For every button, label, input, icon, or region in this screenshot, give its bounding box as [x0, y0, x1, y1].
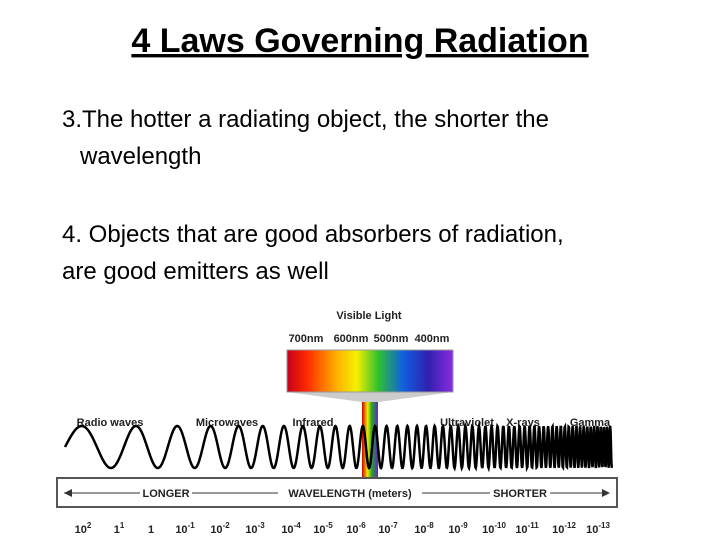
arrowhead	[64, 489, 72, 497]
point-text: 3.The hotter a radiating object, the sho…	[62, 106, 549, 133]
scale-label: 10-3	[245, 521, 265, 536]
scale-label: 10-1	[175, 521, 195, 536]
scale-exponent: -6	[359, 521, 367, 530]
scale-exponent: -7	[391, 521, 399, 530]
band-label: Radio waves	[77, 417, 144, 429]
scale-base: 10	[482, 524, 494, 536]
point-text: 4. Objects that are good absorbers of ra…	[62, 221, 564, 248]
scale-label: 10-12	[552, 521, 576, 536]
scale-exponent: -13	[598, 521, 610, 530]
scale-base: 10	[281, 524, 293, 536]
axis-center: WAVELENGTH (meters)	[288, 488, 412, 500]
axis-right: SHORTER	[493, 488, 547, 500]
scale-label: 10-10	[482, 521, 506, 536]
visible-tick: 700nm	[289, 333, 324, 345]
scale-base: 10	[313, 524, 325, 536]
scale-exponent: -2	[223, 521, 231, 530]
band-label: Infrared	[293, 417, 334, 429]
scale-base: 10	[586, 524, 598, 536]
scale-label: 10-9	[448, 521, 468, 536]
scale-exponent: -9	[461, 521, 469, 530]
visible-tick: 600nm	[334, 333, 369, 345]
scale-base: 10	[175, 524, 187, 536]
scale-base: 10	[245, 524, 257, 536]
point-text: wavelength	[79, 143, 201, 170]
scale-base: 10	[346, 524, 358, 536]
point-text: are good emitters as well	[62, 258, 329, 285]
scale-exponent: -3	[258, 521, 266, 530]
visible-spectrum	[286, 349, 454, 393]
scale-exponent: -5	[326, 521, 334, 530]
beam-funnel	[287, 392, 453, 402]
scale-exponent: -10	[494, 521, 506, 530]
scale-label: 10-13	[586, 521, 610, 536]
scale-base: 10	[378, 524, 390, 536]
scale-label: 10-5	[313, 521, 333, 536]
scale-base: 10	[414, 524, 426, 536]
scale-exponent: -11	[528, 521, 540, 530]
axis-left: LONGER	[142, 488, 189, 500]
scale-label: 10-6	[346, 521, 366, 536]
wave	[63, 421, 614, 473]
visible-label: Visible Light	[336, 310, 402, 322]
scale-base: 10	[210, 524, 222, 536]
title: 4 Laws Governing Radiation	[131, 22, 588, 60]
scale-base: 1	[148, 524, 154, 536]
scale-base: 10	[75, 524, 87, 536]
scale-label: 102	[75, 521, 92, 536]
scale-exponent: -1	[188, 521, 196, 530]
visible-tick: 400nm	[415, 333, 450, 345]
scale-exponent: 2	[87, 521, 92, 530]
visible-tick: 500nm	[374, 333, 409, 345]
scale: 102 11 1 10-1 10-2 10-3 10-4 10-5 10-6 10-7 10-8 10…	[75, 521, 611, 536]
scale-label: 10-8	[414, 521, 434, 536]
scale-label: 11	[114, 521, 125, 536]
arrowhead	[602, 489, 610, 497]
band-label: Microwaves	[196, 417, 258, 429]
scale-label: 10-4	[281, 521, 301, 536]
axis-box	[56, 477, 618, 508]
band-label: Ultraviolet	[440, 417, 494, 429]
scale-exponent: -12	[564, 521, 576, 530]
scale-base: 10	[552, 524, 564, 536]
scale-exponent: 1	[120, 521, 125, 530]
scale-label: 10-7	[378, 521, 398, 536]
scale-exponent: -4	[294, 521, 302, 530]
scale-base: 1	[114, 524, 120, 536]
band-label: Gamma	[570, 417, 611, 429]
scale-base: 10	[515, 524, 527, 536]
scale-base: 10	[448, 524, 460, 536]
scale-label: 10-2	[210, 521, 230, 536]
scale-label: 1	[148, 524, 154, 536]
scale-exponent: -8	[427, 521, 435, 530]
scale-label: 10-11	[515, 521, 539, 536]
